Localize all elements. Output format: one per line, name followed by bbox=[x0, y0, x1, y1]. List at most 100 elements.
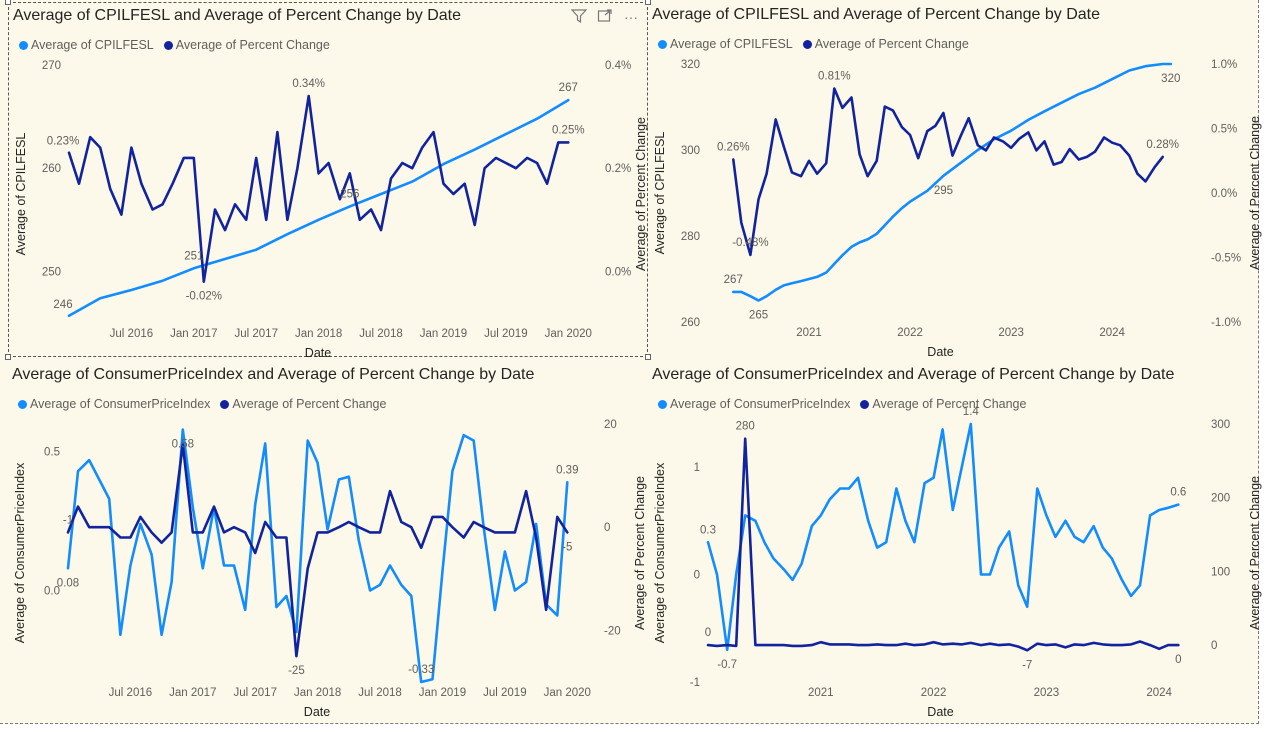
legend-item-cpilfesl[interactable]: Average of CPILFESL bbox=[15, 38, 154, 52]
x-tick-label: 2021 bbox=[808, 687, 834, 699]
focus-mode-icon[interactable] bbox=[595, 9, 615, 26]
data-label: 0 bbox=[705, 627, 711, 639]
x-tick-label: Jul 2017 bbox=[233, 687, 276, 699]
data-label: 0.6 bbox=[1170, 487, 1186, 499]
x-tick-label: Jul 2018 bbox=[358, 687, 401, 699]
y-right-axis-title: Average of Percent Change bbox=[1248, 476, 1262, 630]
legend-label: Average of Percent Change bbox=[232, 397, 387, 411]
legend-dot-light bbox=[19, 40, 28, 50]
legend-label: Average of ConsumerPriceIndex bbox=[670, 397, 851, 411]
x-tick-label: Jan 2018 bbox=[294, 687, 341, 699]
series-line-primary[interactable] bbox=[66, 428, 569, 684]
data-label: 267 bbox=[559, 82, 578, 94]
legend-label: Average of CPILFESL bbox=[31, 38, 154, 52]
y-left-tick-label: 0.0 bbox=[44, 585, 60, 597]
legend-dot-dark bbox=[802, 39, 812, 49]
legend-item-percent-change[interactable]: Average of Percent Change bbox=[160, 38, 330, 52]
legend-label: Average of Percent Change bbox=[872, 397, 1027, 411]
y-left-tick-label: 250 bbox=[42, 266, 61, 278]
x-tick-label: Jan 2018 bbox=[295, 328, 342, 340]
x-tick-label: 2024 bbox=[1146, 687, 1172, 699]
x-axis-title: Date bbox=[305, 346, 331, 360]
data-label: 0 bbox=[1175, 654, 1181, 666]
x-axis-title: Date bbox=[927, 345, 953, 359]
resize-handle[interactable] bbox=[645, 354, 651, 360]
line-chart-svg: 270 260 250 0.4% 0.2% 0.0% Jul 2016 Jan 2017 Jul… bbox=[14, 60, 648, 360]
line-chart-svg: 320 300 280 260 1.0% 0.5% 0.0% -0.5% -1.0% 2021 20… bbox=[653, 59, 1262, 359]
visual-header-toolbar: ··· bbox=[569, 9, 641, 26]
data-label: -5 bbox=[562, 541, 572, 553]
legend-dot-dark bbox=[220, 399, 230, 409]
y-left-axis-title: Average of ConsumerPriceIndex bbox=[13, 462, 27, 643]
chart-title: Average of CPILFESL and Average of Perce… bbox=[652, 6, 1100, 23]
data-label: 267 bbox=[724, 274, 743, 286]
data-label: 0.28% bbox=[1146, 139, 1179, 151]
series-line-percent-change[interactable] bbox=[706, 437, 1180, 652]
legend-label: Average of Percent Change bbox=[175, 38, 330, 52]
legend-item-percent-change[interactable]: Average of Percent Change bbox=[856, 397, 1026, 411]
x-tick-label: 2022 bbox=[897, 327, 923, 339]
y-left-tick-label: 280 bbox=[681, 231, 700, 243]
data-label: 320 bbox=[1161, 73, 1180, 85]
series-line-percent-change[interactable] bbox=[66, 443, 569, 658]
x-tick-label: 2021 bbox=[796, 327, 822, 339]
x-axis-title: Date bbox=[304, 705, 330, 719]
y-right-tick-label: -1.0% bbox=[1211, 317, 1241, 329]
data-label: -0.02% bbox=[186, 291, 222, 303]
resize-handle[interactable] bbox=[5, 354, 11, 360]
x-tick-label: Jul 2018 bbox=[359, 328, 402, 340]
chart-panel-cpilfesl-2016-2020[interactable]: Average of CPILFESL and Average of Perce… bbox=[5, 0, 651, 360]
y-right-axis-title: Average of Percent Change bbox=[633, 476, 647, 630]
filter-icon[interactable] bbox=[569, 9, 589, 26]
data-label: 0.26% bbox=[717, 141, 750, 153]
chart-panel-cpilfesl-2020-2024[interactable]: Average of CPILFESL and Average of Perce… bbox=[648, 2, 1285, 359]
y-right-axis-title: Average of Percent Change bbox=[1248, 116, 1262, 270]
y-left-tick-label: 260 bbox=[681, 317, 700, 329]
legend-dot-light bbox=[658, 399, 667, 409]
chart-legend: Average of ConsumerPriceIndex Average of… bbox=[14, 397, 392, 411]
x-axis-title: Date bbox=[927, 705, 953, 719]
data-label: 0.81% bbox=[818, 71, 851, 83]
legend-item-consumer-price-index[interactable]: Average of ConsumerPriceIndex bbox=[654, 397, 850, 411]
x-tick-label: Jul 2016 bbox=[109, 687, 152, 699]
resize-handle[interactable] bbox=[645, 0, 651, 5]
data-label: 0.23% bbox=[47, 136, 80, 148]
y-left-tick-label: 0 bbox=[694, 570, 700, 582]
chart-panel-cpi-2016-2020[interactable]: Average of ConsumerPriceIndex and Averag… bbox=[8, 362, 648, 719]
chart-legend: Average of CPILFESL Average of Percent C… bbox=[15, 38, 336, 52]
y-left-axis-title: Average of CPILFESL bbox=[653, 132, 667, 255]
legend-item-percent-change[interactable]: Average of Percent Change bbox=[799, 37, 969, 51]
series-line-primary[interactable] bbox=[732, 62, 1173, 302]
x-tick-label: Jan 2017 bbox=[169, 687, 216, 699]
data-label: -0.48% bbox=[732, 237, 768, 249]
y-right-tick-label: 100 bbox=[1211, 566, 1230, 578]
series-line-percent-change[interactable] bbox=[67, 94, 570, 284]
y-left-tick-label: 0.5 bbox=[44, 447, 60, 459]
x-tick-label: Jul 2019 bbox=[483, 687, 526, 699]
chart-legend: Average of CPILFESL Average of Percent C… bbox=[654, 37, 975, 51]
series-line-primary[interactable] bbox=[67, 98, 570, 318]
legend-dot-dark bbox=[860, 399, 870, 409]
data-label: 0.25% bbox=[552, 124, 585, 136]
more-options-icon[interactable]: ··· bbox=[624, 9, 638, 25]
y-right-axis-title: Average of Percent Change bbox=[634, 117, 648, 271]
legend-item-cpilfesl[interactable]: Average of CPILFESL bbox=[654, 37, 793, 51]
data-label: 246 bbox=[53, 299, 72, 311]
series-line-primary[interactable] bbox=[706, 422, 1180, 652]
chart-panel-cpi-2020-2024[interactable]: Average of ConsumerPriceIndex and Averag… bbox=[648, 362, 1285, 719]
chart-legend: Average of ConsumerPriceIndex Average of… bbox=[654, 397, 1032, 411]
series-line-percent-change[interactable] bbox=[732, 87, 1165, 257]
y-right-tick-label: 300 bbox=[1211, 419, 1230, 431]
legend-item-consumer-price-index[interactable]: Average of ConsumerPriceIndex bbox=[14, 397, 210, 411]
y-right-tick-label: 1.0% bbox=[1211, 59, 1237, 71]
legend-label: Average of CPILFESL bbox=[670, 37, 793, 51]
data-label: 0.58 bbox=[172, 439, 194, 451]
chart-title: Average of CPILFESL and Average of Perce… bbox=[13, 7, 461, 24]
data-label: 251 bbox=[184, 250, 203, 262]
resize-handle[interactable] bbox=[5, 0, 11, 5]
data-label: 280 bbox=[736, 421, 755, 433]
x-tick-label: Jan 2020 bbox=[545, 328, 592, 340]
data-label: 0.08 bbox=[57, 577, 79, 589]
line-chart-svg: 1 0 -1 300 200 100 0 2021 2022 2023 2024 Date Averag… bbox=[653, 406, 1262, 719]
legend-item-percent-change[interactable]: Average of Percent Change bbox=[216, 397, 386, 411]
